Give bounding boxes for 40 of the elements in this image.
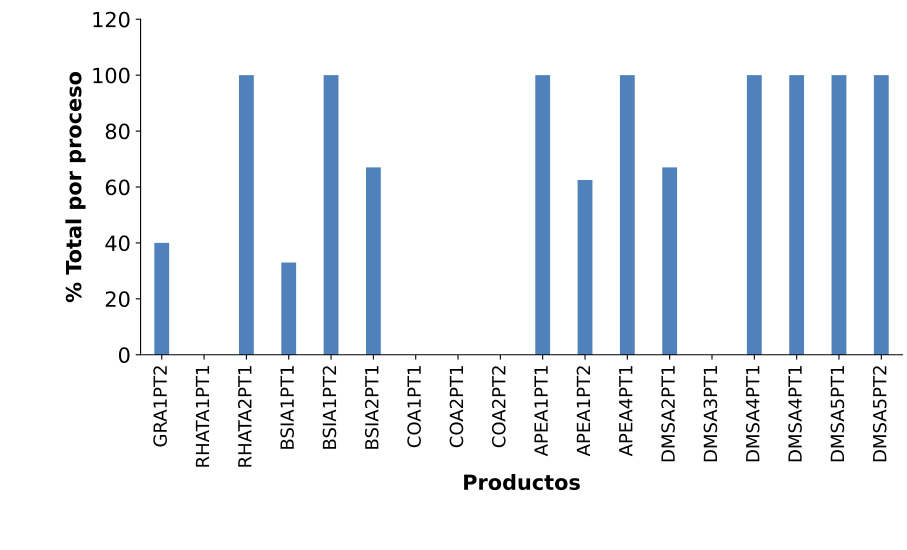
x-tick-label: APEA4PT1 xyxy=(619,366,632,456)
y-tick-label: 40 xyxy=(105,235,130,252)
y-tick-label: 100 xyxy=(93,68,130,84)
x-tick-label: APEA1PT2 xyxy=(576,366,590,456)
x-tick-label: DMSA2PT1 xyxy=(661,366,675,462)
x-tick-label: BSIA2PT1 xyxy=(364,366,379,449)
x-tick-label: BSIA1PT1 xyxy=(280,366,294,449)
bar xyxy=(662,167,678,355)
bar xyxy=(366,167,381,355)
x-tick-label: RHATA2PT1 xyxy=(238,366,252,467)
x-tick-label: DMSA3PT1 xyxy=(704,366,718,462)
x-tick-label: DMSA5PT2 xyxy=(872,366,887,462)
bar xyxy=(874,75,889,355)
x-tick-label: RHATA1PT1 xyxy=(196,366,210,467)
x-tick-label: COA2PT1 xyxy=(450,366,464,448)
bar xyxy=(746,75,762,355)
bar xyxy=(238,75,254,355)
y-tick-label: 0 xyxy=(118,347,130,363)
x-tick-label: COA2PT2 xyxy=(492,366,506,448)
x-tick-label: APEA1PT1 xyxy=(534,366,548,456)
y-tick-label: 120 xyxy=(93,12,130,28)
y-tick-label: 20 xyxy=(106,291,130,308)
bar xyxy=(154,242,170,355)
x-axis-title: Productos xyxy=(464,474,580,490)
bar xyxy=(535,75,550,355)
y-tick-label: 60 xyxy=(106,179,130,196)
bar xyxy=(789,75,804,355)
bar xyxy=(324,75,338,355)
bar xyxy=(578,180,592,355)
x-tick-label: DMSA4PT1 xyxy=(746,366,760,462)
x-tick-label: DMSA5PT1 xyxy=(830,366,844,462)
bar xyxy=(620,75,635,355)
x-tick-label: COA1PT1 xyxy=(407,366,421,448)
bar xyxy=(281,262,296,355)
y-axis-title: % Total por proceso xyxy=(65,72,86,302)
x-tick-label: BSIA1PT2 xyxy=(322,366,336,449)
x-tick-label: DMSA4PT1 xyxy=(788,366,802,462)
x-tick-label: GRA1PT2 xyxy=(153,366,167,447)
bar xyxy=(832,75,846,355)
y-tick-label: 80 xyxy=(106,124,130,140)
